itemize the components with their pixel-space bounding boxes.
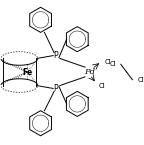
Text: Cl: Cl xyxy=(109,61,116,67)
Text: P: P xyxy=(54,51,58,60)
Text: P: P xyxy=(54,84,58,93)
Text: Cl: Cl xyxy=(137,77,144,83)
Text: Cl: Cl xyxy=(104,59,111,65)
Text: Pd: Pd xyxy=(84,68,95,76)
Text: Fe: Fe xyxy=(22,68,32,77)
Text: Cl: Cl xyxy=(98,83,105,89)
